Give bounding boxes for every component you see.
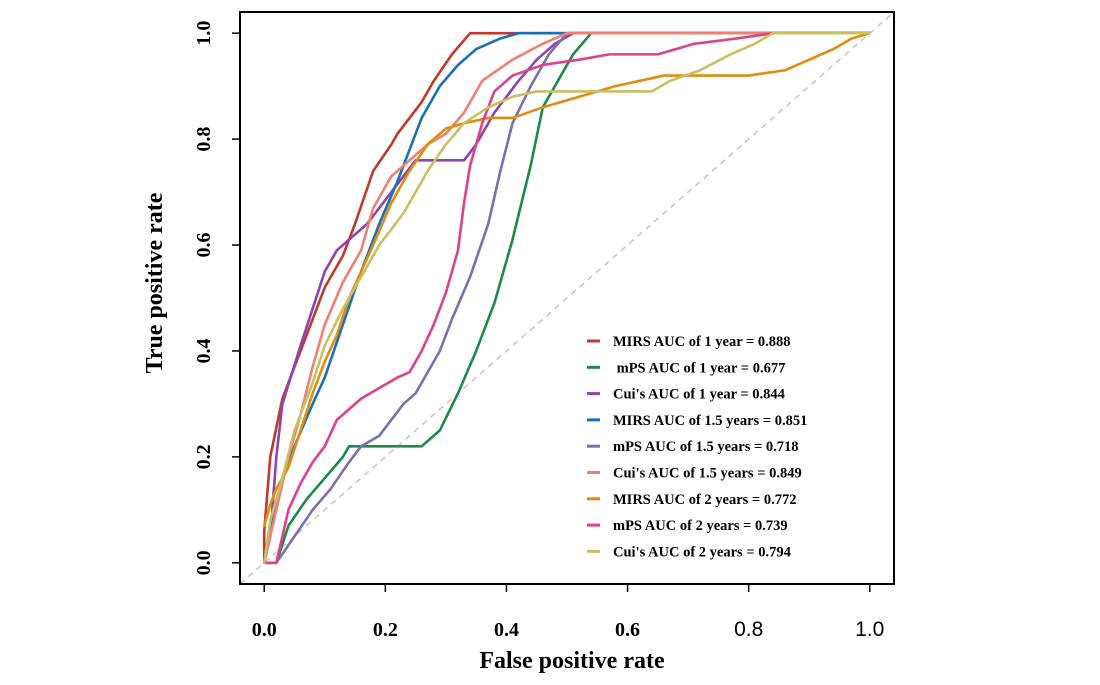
plot-area (239, 11, 895, 585)
legend-label: MIRS AUC of 1 year = 0.888 (613, 334, 791, 350)
series-line-5 (262, 31, 872, 565)
axes: 0.0 0.2 0.4 0.6 0.8 1.0 0.0 0.2 0.4 0.6 0.8 1.0 (193, 21, 884, 641)
series-line-3 (262, 31, 872, 565)
x-tick-label: 0.0 (252, 619, 277, 641)
series-line-2 (262, 31, 872, 565)
y-axis-title: True positive rate (142, 192, 168, 373)
legend-label: MIRS AUC of 2 years = 0.772 (613, 492, 796, 508)
x-tick-label: 1.0 (855, 618, 884, 641)
legend-label: Cui's AUC of 2 years = 0.794 (613, 544, 791, 560)
y-tick-label: 0.4 (193, 338, 215, 363)
x-tick-label: 0.2 (373, 619, 398, 641)
x-tick-label: 0.6 (615, 619, 640, 641)
legend-label: mPS AUC of 2 years = 0.739 (613, 518, 788, 534)
reference-diagonal-line (239, 11, 895, 585)
y-tick-label: 0.8 (193, 127, 215, 152)
y-tick-label: 1.0 (193, 21, 215, 46)
legend-label: mPS AUC of 1 year = 0.677 (613, 360, 785, 376)
legend-label: Cui's AUC of 1.5 years = 0.849 (613, 466, 802, 482)
series-line-8 (262, 31, 872, 565)
y-tick-label: 0.6 (193, 233, 215, 258)
x-axis-title: False positive rate (479, 648, 665, 674)
series-line-7 (262, 31, 872, 528)
legend-label: Cui's AUC of 1 year = 0.844 (613, 387, 785, 403)
legend: MIRS AUC of 1 year = 0.888 mPS AUC of 1 … (587, 334, 807, 560)
legend-label: mPS AUC of 1.5 years = 0.718 (613, 439, 798, 455)
x-tick-label: 0.8 (734, 618, 763, 641)
y-tick-label: 0.0 (193, 550, 215, 575)
series-line-1 (262, 31, 872, 565)
y-tick-label: 0.2 (193, 444, 215, 469)
x-tick-label: 0.4 (494, 619, 519, 641)
series-line-9 (262, 31, 872, 565)
legend-label: MIRS AUC of 1.5 years = 0.851 (613, 413, 807, 429)
